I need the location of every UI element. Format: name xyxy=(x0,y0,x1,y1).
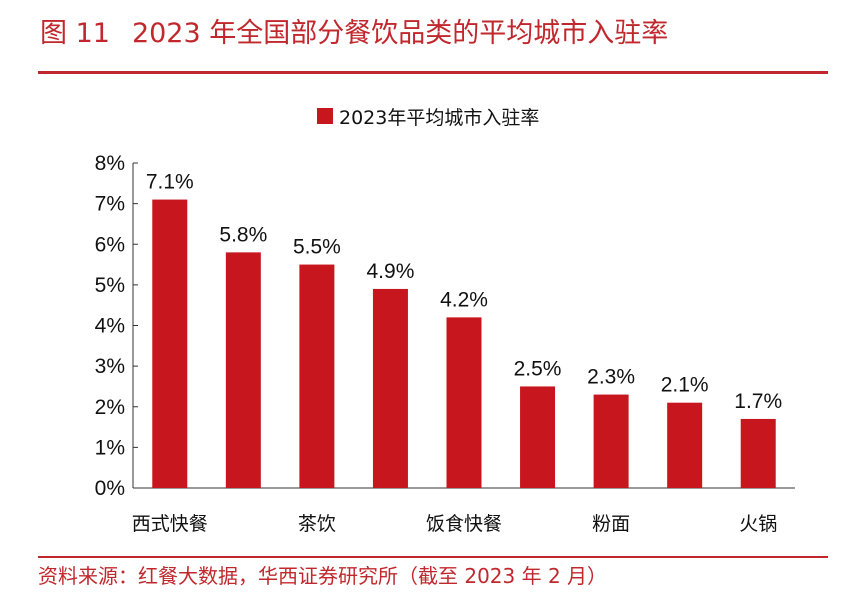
data-label: 5.5% xyxy=(293,236,341,259)
y-tick-label: 0% xyxy=(95,477,125,500)
bar xyxy=(593,394,629,488)
data-label: 2.1% xyxy=(661,374,709,397)
y-tick-label: 7% xyxy=(95,193,125,216)
y-tick-label: 1% xyxy=(95,436,125,459)
figure-number: 图 11 xyxy=(40,18,110,49)
bar xyxy=(299,264,335,488)
bar xyxy=(446,317,482,488)
bar xyxy=(740,418,776,488)
x-category-label: 饭食快餐 xyxy=(426,513,502,535)
data-label: 2.5% xyxy=(514,357,562,380)
bar xyxy=(225,252,261,488)
source-note: 资料来源：红餐大数据，华西证券研究所（截至 2023 年 2 月） xyxy=(38,564,608,588)
x-category-label: 火锅 xyxy=(739,513,777,535)
y-tick-label: 2% xyxy=(95,396,125,419)
legend-label: 2023年平均城市入驻率 xyxy=(339,107,539,129)
data-label: 4.9% xyxy=(367,260,415,283)
y-tick-label: 5% xyxy=(95,274,125,297)
y-tick-label: 6% xyxy=(95,233,125,256)
bar xyxy=(372,288,408,488)
y-tick-label: 3% xyxy=(95,355,125,378)
bar xyxy=(520,386,556,488)
legend-swatch xyxy=(317,108,333,124)
data-label: 1.7% xyxy=(734,390,782,413)
data-label: 2.3% xyxy=(587,366,635,389)
bar xyxy=(667,402,703,488)
x-category-label: 西式快餐 xyxy=(132,513,208,535)
data-label: 7.1% xyxy=(146,171,194,194)
data-label: 4.2% xyxy=(440,288,488,311)
data-label: 5.8% xyxy=(219,223,267,246)
figure-title: 图 11 2023 年全国部分餐饮品类的平均城市入驻率 xyxy=(40,14,668,54)
title-rule xyxy=(38,71,828,74)
x-category-label: 粉面 xyxy=(592,513,630,535)
figure-title-text: 2023 年全国部分餐饮品类的平均城市入驻率 xyxy=(131,18,669,49)
source-rule xyxy=(38,556,828,558)
bar xyxy=(152,199,188,488)
y-tick-label: 8% xyxy=(95,152,125,175)
x-category-label: 茶饮 xyxy=(298,513,336,535)
y-tick-label: 4% xyxy=(95,315,125,338)
